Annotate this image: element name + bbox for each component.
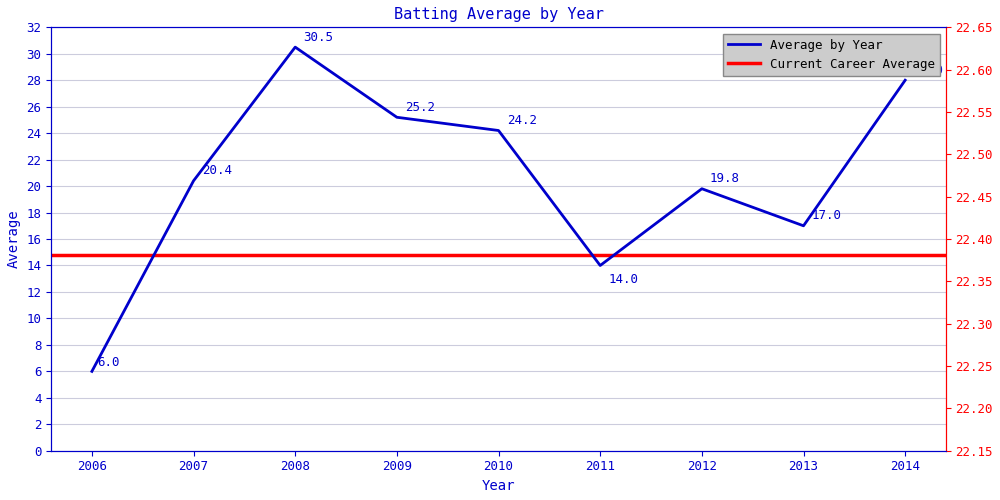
Text: 17.0: 17.0 <box>812 209 842 222</box>
Y-axis label: Average: Average <box>7 210 21 268</box>
Text: 28.0: 28.0 <box>913 64 943 76</box>
Text: 25.2: 25.2 <box>405 100 435 114</box>
Average by Year <box>493 128 505 134</box>
Average by Year <box>289 44 301 50</box>
X-axis label: Year: Year <box>482 479 515 493</box>
Average by Year <box>86 368 98 374</box>
Text: 6.0: 6.0 <box>97 356 119 369</box>
Average by Year <box>391 114 403 120</box>
Text: 30.5: 30.5 <box>303 30 333 44</box>
Average by Year <box>798 223 810 229</box>
Text: 24.2: 24.2 <box>507 114 537 127</box>
Title: Batting Average by Year: Batting Average by Year <box>394 7 603 22</box>
Average by Year <box>696 186 708 192</box>
Average by Year <box>594 262 606 268</box>
Text: 19.8: 19.8 <box>710 172 740 185</box>
Average by Year <box>188 178 200 184</box>
Average by Year <box>899 77 911 83</box>
Legend: Average by Year, Current Career Average: Average by Year, Current Career Average <box>723 34 940 76</box>
Line: Average by Year: Average by Year <box>92 47 905 372</box>
Text: 20.4: 20.4 <box>202 164 232 177</box>
Text: 14.0: 14.0 <box>608 272 638 285</box>
